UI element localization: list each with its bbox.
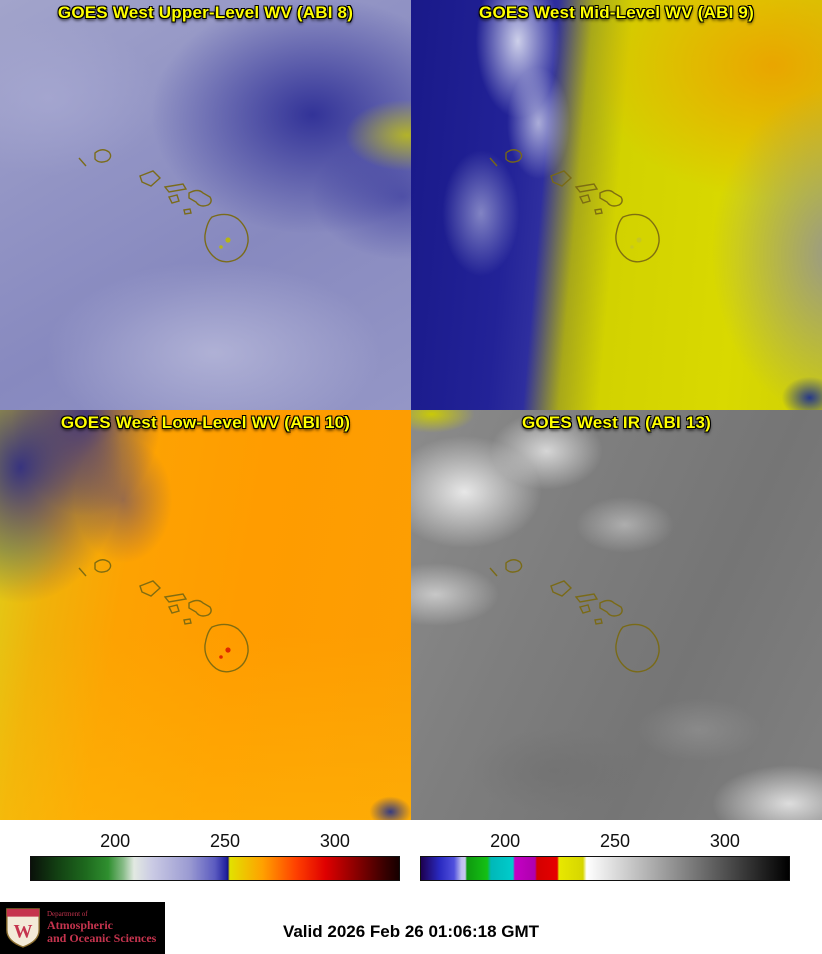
logo-text: Department of Atmospheric and Oceanic Sc… <box>47 910 157 945</box>
valid-time: Valid 2026 Feb 26 01:06:18 GMT <box>282 922 540 941</box>
panel-title-low-level-wv: GOES West Low-Level WV (ABI 10) <box>60 413 351 432</box>
uw-aos-logo: W Department of Atmospheric and Oceanic … <box>0 902 165 954</box>
ir-colorbar-ticks: 200 250 300 <box>420 826 790 856</box>
hawaii-islands-overlay <box>489 149 660 263</box>
hawaii-islands-overlay <box>78 559 249 673</box>
panel-title-upper-level-wv: GOES West Upper-Level WV (ABI 8) <box>57 3 354 22</box>
ir-colorbar-gradient <box>420 856 790 881</box>
footer: Valid 2026 Feb 26 01:06:18 GMT W Departm… <box>0 900 822 954</box>
hawaii-islands-overlay <box>78 149 249 263</box>
logo-line2: and Oceanic Sciences <box>47 930 157 945</box>
tick-label-250: 250 <box>209 831 241 851</box>
ir-colorbar: 200 250 300 <box>420 826 790 900</box>
logo-line1: Atmospheric <box>47 917 113 932</box>
panel-title-mid-level-wv: GOES West Mid-Level WV (ABI 9) <box>479 3 754 22</box>
panel-ir: GOES West IR (ABI 13) <box>411 410 822 820</box>
panel-low-level-wv: GOES West Low-Level WV (ABI 10) <box>0 410 411 820</box>
colorbar-row: 200 250 300 200 250 300 <box>0 820 822 900</box>
tick-label-300: 300 <box>319 831 350 851</box>
wv-colorbar: 200 250 300 <box>30 826 400 900</box>
tick-label-250: 250 <box>599 831 631 851</box>
panel-upper-level-wv: GOES West Upper-Level WV (ABI 8) <box>0 0 411 410</box>
tick-label-200: 200 <box>490 831 521 851</box>
satellite-panel-grid: GOES West Upper-Level WV (ABI 8) GOES We… <box>0 0 822 820</box>
uw-crest-icon: W <box>6 908 40 948</box>
panel-title-ir: GOES West IR (ABI 13) <box>521 413 712 432</box>
tick-label-200: 200 <box>100 831 131 851</box>
wv-colorbar-gradient <box>30 856 400 881</box>
wv-colorbar-ticks: 200 250 300 <box>30 826 400 856</box>
panel-mid-level-wv: GOES West Mid-Level WV (ABI 9) <box>411 0 822 410</box>
hawaii-islands-overlay <box>489 559 660 673</box>
tick-label-300: 300 <box>709 831 740 851</box>
crest-letter: W <box>14 922 33 943</box>
logo-department-text: Department of <box>47 910 88 919</box>
